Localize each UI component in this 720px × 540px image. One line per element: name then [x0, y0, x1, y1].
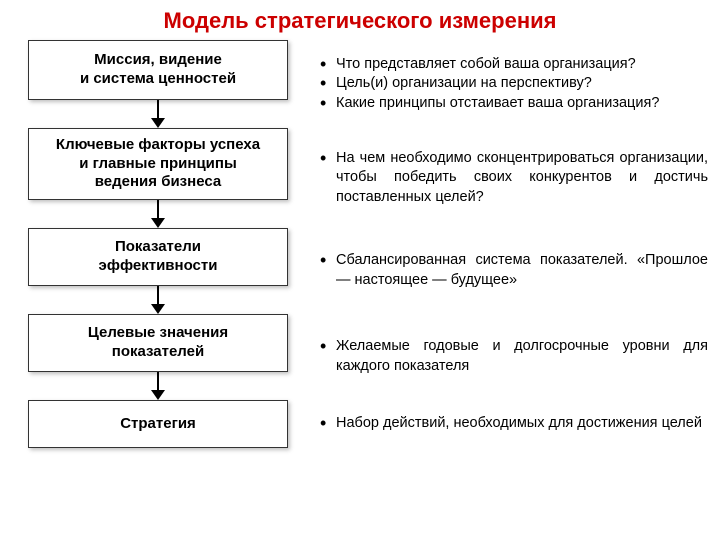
desc-bullet: Что представляет собой ваша организация?	[320, 55, 708, 75]
arrow-head-icon	[151, 118, 165, 128]
arrow-shaft	[157, 372, 159, 390]
arrow-shaft	[157, 100, 159, 118]
flow-box-n3: Показателиэффективности	[28, 228, 288, 286]
flow-box-line: эффективности	[99, 257, 218, 276]
flow-arrow	[151, 200, 165, 228]
desc-bullet: Желаемые годовые и долгосрочные уровни д…	[320, 337, 708, 376]
desc-list: Желаемые годовые и долгосрочные уровни д…	[320, 337, 708, 376]
arrow-shaft	[157, 286, 159, 304]
diagram-content: Миссия, видениеи система ценностей Ключев…	[0, 40, 720, 448]
desc-list: Сбалансированная система показателей. «П…	[320, 251, 708, 290]
desc-bullet: Цель(и) организации на перспективу?	[320, 74, 708, 94]
desc-list: Набор действий, необходимых для достижен…	[320, 414, 708, 434]
flow-box-n2: Ключевые факторы успехаи главные принцип…	[28, 128, 288, 200]
desc-list: Что представляет собой ваша организация?…	[320, 55, 708, 114]
arrow-head-icon	[151, 304, 165, 314]
desc-block-n3: Сбалансированная система показателей. «П…	[320, 228, 708, 314]
desc-bullet: Сбалансированная система показателей. «П…	[320, 251, 708, 290]
arrow-head-icon	[151, 390, 165, 400]
desc-block-n1: Что представляет собой ваша организация?…	[320, 40, 708, 128]
flow-arrow	[151, 372, 165, 400]
flow-arrow	[151, 286, 165, 314]
flow-box-n4: Целевые значенияпоказателей	[28, 314, 288, 372]
flow-box-line: Стратегия	[120, 415, 196, 434]
flow-box-line: и система ценностей	[80, 70, 236, 89]
flow-box-n1: Миссия, видениеи система ценностей	[28, 40, 288, 100]
description-column: Что представляет собой ваша организация?…	[298, 40, 708, 448]
flow-box-line: Ключевые факторы успеха	[56, 136, 260, 155]
flow-box-line: ведения бизнеса	[95, 173, 221, 192]
flow-box-line: Миссия, видение	[94, 51, 222, 70]
desc-block-n4: Желаемые годовые и долгосрочные уровни д…	[320, 314, 708, 400]
flow-box-line: Целевые значения	[88, 324, 228, 343]
desc-block-n5: Набор действий, необходимых для достижен…	[320, 400, 708, 448]
flow-box-line: и главные принципы	[79, 155, 237, 174]
flow-arrow	[151, 100, 165, 128]
flow-column: Миссия, видениеи система ценностей Ключев…	[18, 40, 298, 448]
flow-box-line: показателей	[112, 343, 204, 362]
desc-block-n2: На чем необходимо сконцентрироваться орг…	[320, 128, 708, 228]
flow-box-line: Показатели	[115, 238, 201, 257]
arrow-shaft	[157, 200, 159, 218]
page-title: Модель стратегического измерения	[0, 0, 720, 40]
flow-box-n5: Стратегия	[28, 400, 288, 448]
desc-bullet: Какие принципы отстаивает ваша организац…	[320, 94, 708, 114]
desc-bullet: Набор действий, необходимых для достижен…	[320, 414, 708, 434]
desc-list: На чем необходимо сконцентрироваться орг…	[320, 149, 708, 208]
arrow-head-icon	[151, 218, 165, 228]
desc-bullet: На чем необходимо сконцентрироваться орг…	[320, 149, 708, 208]
